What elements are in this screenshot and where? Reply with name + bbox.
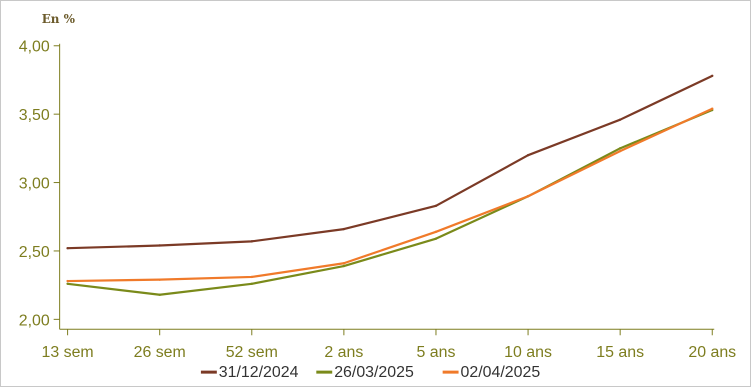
series-line-1	[67, 74, 713, 250]
data-point	[618, 147, 622, 150]
y-tick-label: 3,00	[19, 176, 50, 193]
data-point	[250, 275, 253, 279]
data-point	[66, 247, 69, 250]
data-point	[618, 149, 622, 153]
x-tick-label: 26 sem	[134, 344, 186, 361]
data-point	[434, 204, 438, 208]
x-tick-label: 2 ans	[324, 344, 363, 361]
series-line-3	[67, 107, 713, 283]
data-point	[618, 118, 622, 121]
data-point	[158, 278, 161, 281]
data-point	[711, 74, 714, 78]
data-point	[158, 244, 161, 247]
x-tick-label: 5 ans	[417, 344, 456, 361]
data-point	[250, 240, 253, 243]
legend: 31/12/2024 26/03/2025 02/04/2025	[200, 364, 541, 381]
y-tick-label: 3,50	[19, 107, 50, 124]
data-point	[342, 227, 346, 231]
series-line-2	[67, 109, 713, 296]
x-tick-label: 15 ans	[596, 344, 644, 361]
data-point	[434, 230, 438, 233]
data-point	[434, 237, 438, 240]
x-tick-label: 10 ans	[504, 344, 552, 361]
data-point	[66, 279, 69, 283]
legend-label: 26/03/2025	[334, 364, 414, 381]
y-tick-label: 4,00	[19, 39, 50, 56]
data-point	[250, 282, 253, 285]
x-tick-label: 52 sem	[226, 344, 278, 361]
unit-label: En %	[42, 12, 76, 26]
data-point	[66, 282, 69, 285]
y-tick-label: 2,50	[19, 244, 50, 261]
data-point	[526, 154, 530, 157]
legend-label: 02/04/2025	[461, 364, 541, 381]
axes: 2,00 2,50 3,00 3,50 4,00 13 sem 26 sem 52 sem 2 …	[19, 39, 736, 361]
data-point	[158, 293, 161, 296]
data-point	[342, 264, 346, 268]
series-lines	[66, 74, 714, 296]
legend-label: 31/12/2024	[219, 364, 299, 381]
data-point	[711, 107, 714, 110]
y-tick-label: 2,00	[19, 312, 50, 329]
data-point	[342, 262, 346, 265]
x-tick-label: 13 sem	[42, 344, 94, 361]
data-point	[526, 195, 530, 198]
x-tick-label: 20 ans	[688, 344, 736, 361]
